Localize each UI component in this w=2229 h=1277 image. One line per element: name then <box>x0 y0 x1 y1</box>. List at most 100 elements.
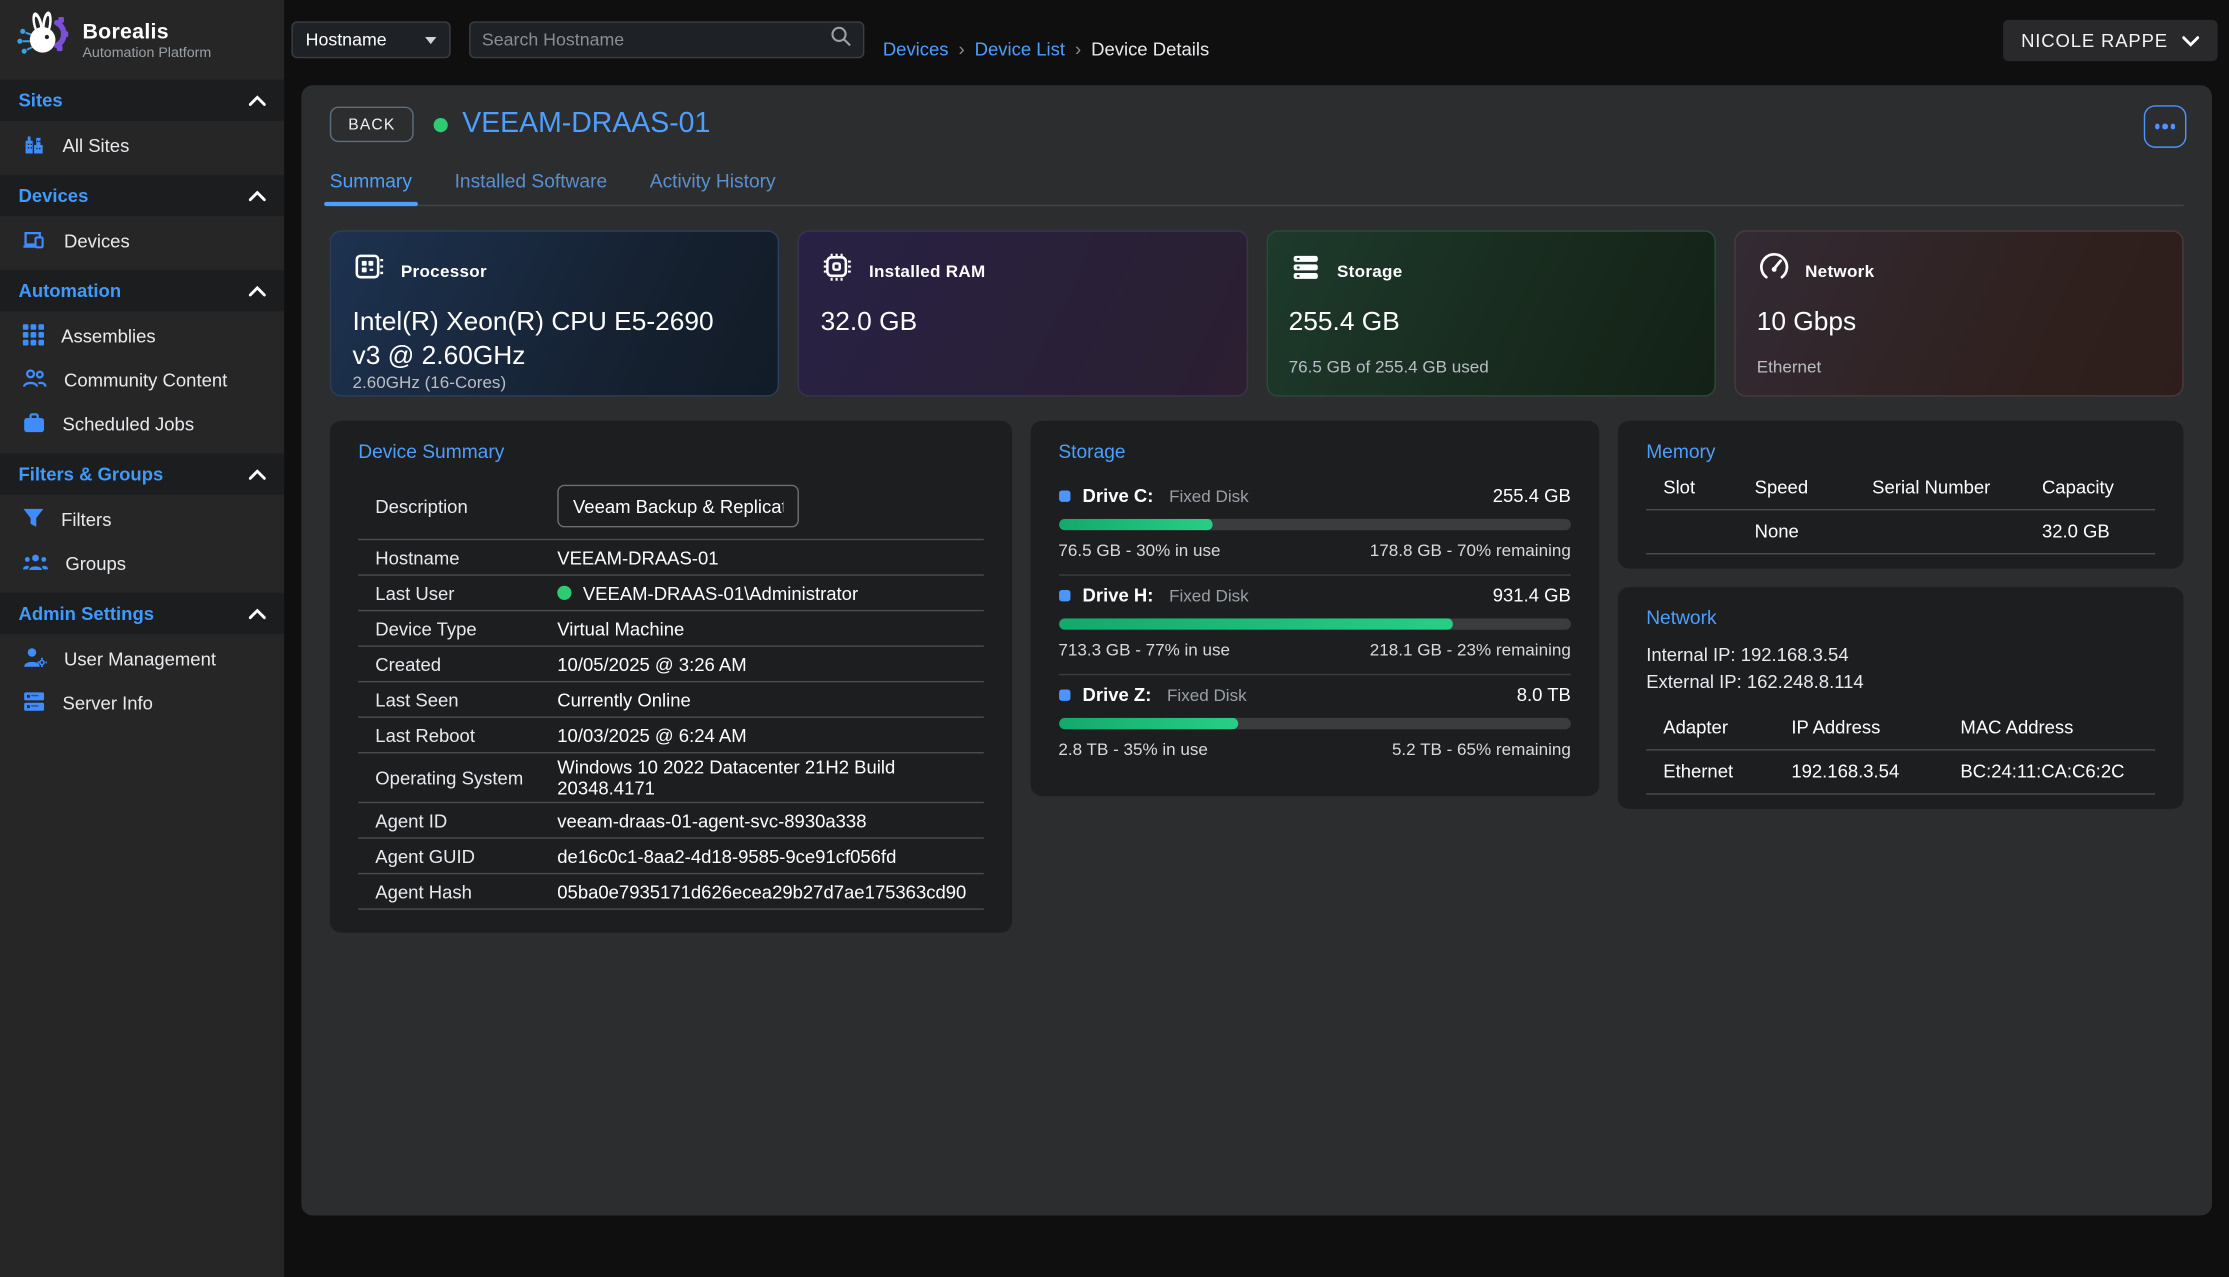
breadcrumb-device-list[interactable]: Device List <box>974 37 1066 59</box>
sidebar-section-filters-groups[interactable]: Filters & Groups <box>0 453 285 495</box>
caret-down-icon <box>425 36 437 44</box>
devices-icon <box>23 228 47 254</box>
breadcrumb-separator: › <box>958 37 965 59</box>
chevron-up-icon <box>248 601 266 627</box>
storage-stack-icon <box>1289 250 1323 291</box>
summary-row-agent-hash: Agent Hash 05ba0e7935171d626ecea29b27d7a… <box>358 874 984 910</box>
summary-row-operating-system: Operating System Windows 10 2022 Datacen… <box>358 753 984 804</box>
storage-value: 255.4 GB <box>1288 305 1400 336</box>
user-menu-button[interactable]: NICOLE RAPPE <box>2002 19 2218 61</box>
sidebar-item-server-info[interactable]: Server Info <box>0 681 284 725</box>
chevron-up-icon <box>248 183 266 209</box>
tab-activity-history[interactable]: Activity History <box>649 170 776 192</box>
funnel-icon <box>23 507 44 533</box>
stat-cards: Processor Intel(R) Xeon(R) CPU E5-2690 v… <box>329 230 2184 397</box>
app-title: Borealis <box>82 19 169 44</box>
storage-sub: 76.5 GB of 255.4 GB used <box>1288 356 1489 377</box>
drive-used-label: 713.3 GB - 77% in use <box>1058 639 1231 660</box>
search-box <box>469 21 865 59</box>
search-input[interactable] <box>481 29 831 50</box>
memory-panel-title: Memory <box>1646 440 1716 463</box>
chevron-up-icon <box>248 461 266 487</box>
description-input[interactable] <box>557 484 799 528</box>
processor-value: Intel(R) Xeon(R) CPU E5-2690 v3 @ 2.60GH… <box>352 305 714 370</box>
network-table-header: Adapter IP Address MAC Address <box>1646 716 2156 751</box>
sidebar-item-all-sites[interactable]: All Sites <box>0 124 284 168</box>
sidebar-section-admin-settings[interactable]: Admin Settings <box>0 592 285 635</box>
tab-installed-software[interactable]: Installed Software <box>454 170 608 192</box>
tab-summary[interactable]: Summary <box>324 171 418 207</box>
app-subtitle: Automation Platform <box>82 44 212 61</box>
people-icon <box>23 368 47 392</box>
online-status-dot <box>557 585 572 600</box>
sidebar-item-user-management[interactable]: User Management <box>0 637 284 681</box>
chevron-down-icon <box>2182 29 2200 50</box>
installed-ram-card: Installed RAM 32.0 GB <box>797 230 1248 397</box>
breadcrumb-separator: › <box>1074 37 1082 59</box>
main-column: Hostname Devices › Device List › Device … <box>284 0 2229 1277</box>
drive-remaining-label: 178.8 GB - 70% remaining <box>1369 540 1571 561</box>
user-gear-icon <box>23 646 48 672</box>
borealis-rabbit-logo-icon <box>14 8 71 72</box>
sidebar-item-assemblies[interactable]: Assemblies <box>0 314 284 358</box>
sidebar-item-filters[interactable]: Filters <box>0 498 284 542</box>
summary-row-hostname: Hostname VEEAM-DRAAS-01 <box>358 540 984 576</box>
summary-row-agent-guid: Agent GUID de16c0c1-8aa2-4d18-9585-9ce91… <box>358 839 984 875</box>
drive-c-progress <box>1058 518 1571 531</box>
drive-bullet-icon <box>1058 688 1070 701</box>
device-header: BACK VEEAM-DRAAS-01 <box>329 106 2184 143</box>
drive-h-progress <box>1058 618 1571 630</box>
network-panel: Network Internal IP: 192.168.3.54 Extern… <box>1617 587 2184 809</box>
hostname-filter-select[interactable]: Hostname <box>291 21 451 59</box>
ram-sub <box>821 357 1225 377</box>
sidebar-section-automation[interactable]: Automation <box>0 270 285 312</box>
drive-used-label: 2.8 TB - 35% in use <box>1058 739 1208 760</box>
logo: Borealis Automation Platform <box>0 0 285 80</box>
device-tabs: Summary Installed Software Activity Hist… <box>324 170 2184 207</box>
summary-row-last-user: Last User VEEAM-DRAAS-01\Administrator <box>358 576 984 612</box>
ram-chip-icon <box>821 250 855 291</box>
sidebar-item-community-content[interactable]: Community Content <box>0 358 284 402</box>
breadcrumb-devices[interactable]: Devices <box>882 37 949 59</box>
sidebar-section-sites[interactable]: Sites <box>0 79 285 121</box>
drive-row-h: Drive H: Fixed Disk 931.4 GB 713.3 GB - … <box>1058 574 1571 674</box>
summary-row-device-type: Device Type Virtual Machine <box>358 611 984 647</box>
sidebar-section-devices[interactable]: Devices <box>0 174 285 217</box>
sidebar-item-scheduled-jobs[interactable]: Scheduled Jobs <box>0 402 284 446</box>
buildings-icon <box>23 132 46 159</box>
more-actions-button[interactable] <box>2143 105 2187 148</box>
drive-z-progress <box>1058 717 1571 730</box>
device-summary-panel: Device Summary Description Hostname VEEA… <box>329 420 1012 933</box>
sidebar-item-devices[interactable]: Devices <box>0 219 284 263</box>
summary-row-last-seen: Last Seen Currently Online <box>358 682 984 718</box>
back-button[interactable]: BACK <box>329 106 414 143</box>
gauge-icon <box>1757 250 1791 291</box>
breadcrumb-device-details: Device Details <box>1091 37 1210 59</box>
search-icon <box>830 26 851 54</box>
online-status-dot <box>433 117 449 132</box>
topbar: Hostname Devices › Device List › Device … <box>284 0 2229 80</box>
network-card: Network 10 Gbps Ethernet <box>1733 230 2184 397</box>
drive-row-z: Drive Z: Fixed Disk 8.0 TB 2.8 TB - 35% … <box>1058 673 1571 774</box>
memory-table-header: Slot Speed Serial Number Capacity <box>1646 476 2156 511</box>
chevron-up-icon <box>248 87 266 113</box>
ellipsis-icon <box>2154 124 2160 130</box>
network-sub: Ethernet <box>1756 356 1822 377</box>
grid-icon <box>22 323 45 349</box>
ram-value: 32.0 GB <box>820 305 918 336</box>
memory-panel: Memory Slot Speed Serial Number Capacity… <box>1617 420 2184 569</box>
cpu-icon <box>353 250 387 291</box>
summary-row-description: Description <box>358 476 984 541</box>
network-table-row: Ethernet 192.168.3.54 BC:24:11:CA:C6:2C <box>1646 750 2156 795</box>
device-details-page: BACK VEEAM-DRAAS-01 Summary Installed So… <box>301 85 2213 1216</box>
summary-row-last-reboot: Last Reboot 10/03/2025 @ 6:24 AM <box>358 718 984 754</box>
drive-remaining-label: 5.2 TB - 65% remaining <box>1391 739 1571 760</box>
sidebar-item-groups[interactable]: Groups <box>0 542 284 586</box>
external-ip: External IP: 162.248.8.114 <box>1646 670 1864 693</box>
summary-row-created: Created 10/05/2025 @ 3:26 AM <box>358 647 984 683</box>
drive-row-c: Drive C: Fixed Disk 255.4 GB 76.5 GB - 3… <box>1058 484 1571 561</box>
summary-row-agent-id: Agent ID veeam-draas-01-agent-svc-8930a3… <box>358 803 984 839</box>
chevron-up-icon <box>248 278 266 304</box>
drive-bullet-icon <box>1058 489 1070 502</box>
